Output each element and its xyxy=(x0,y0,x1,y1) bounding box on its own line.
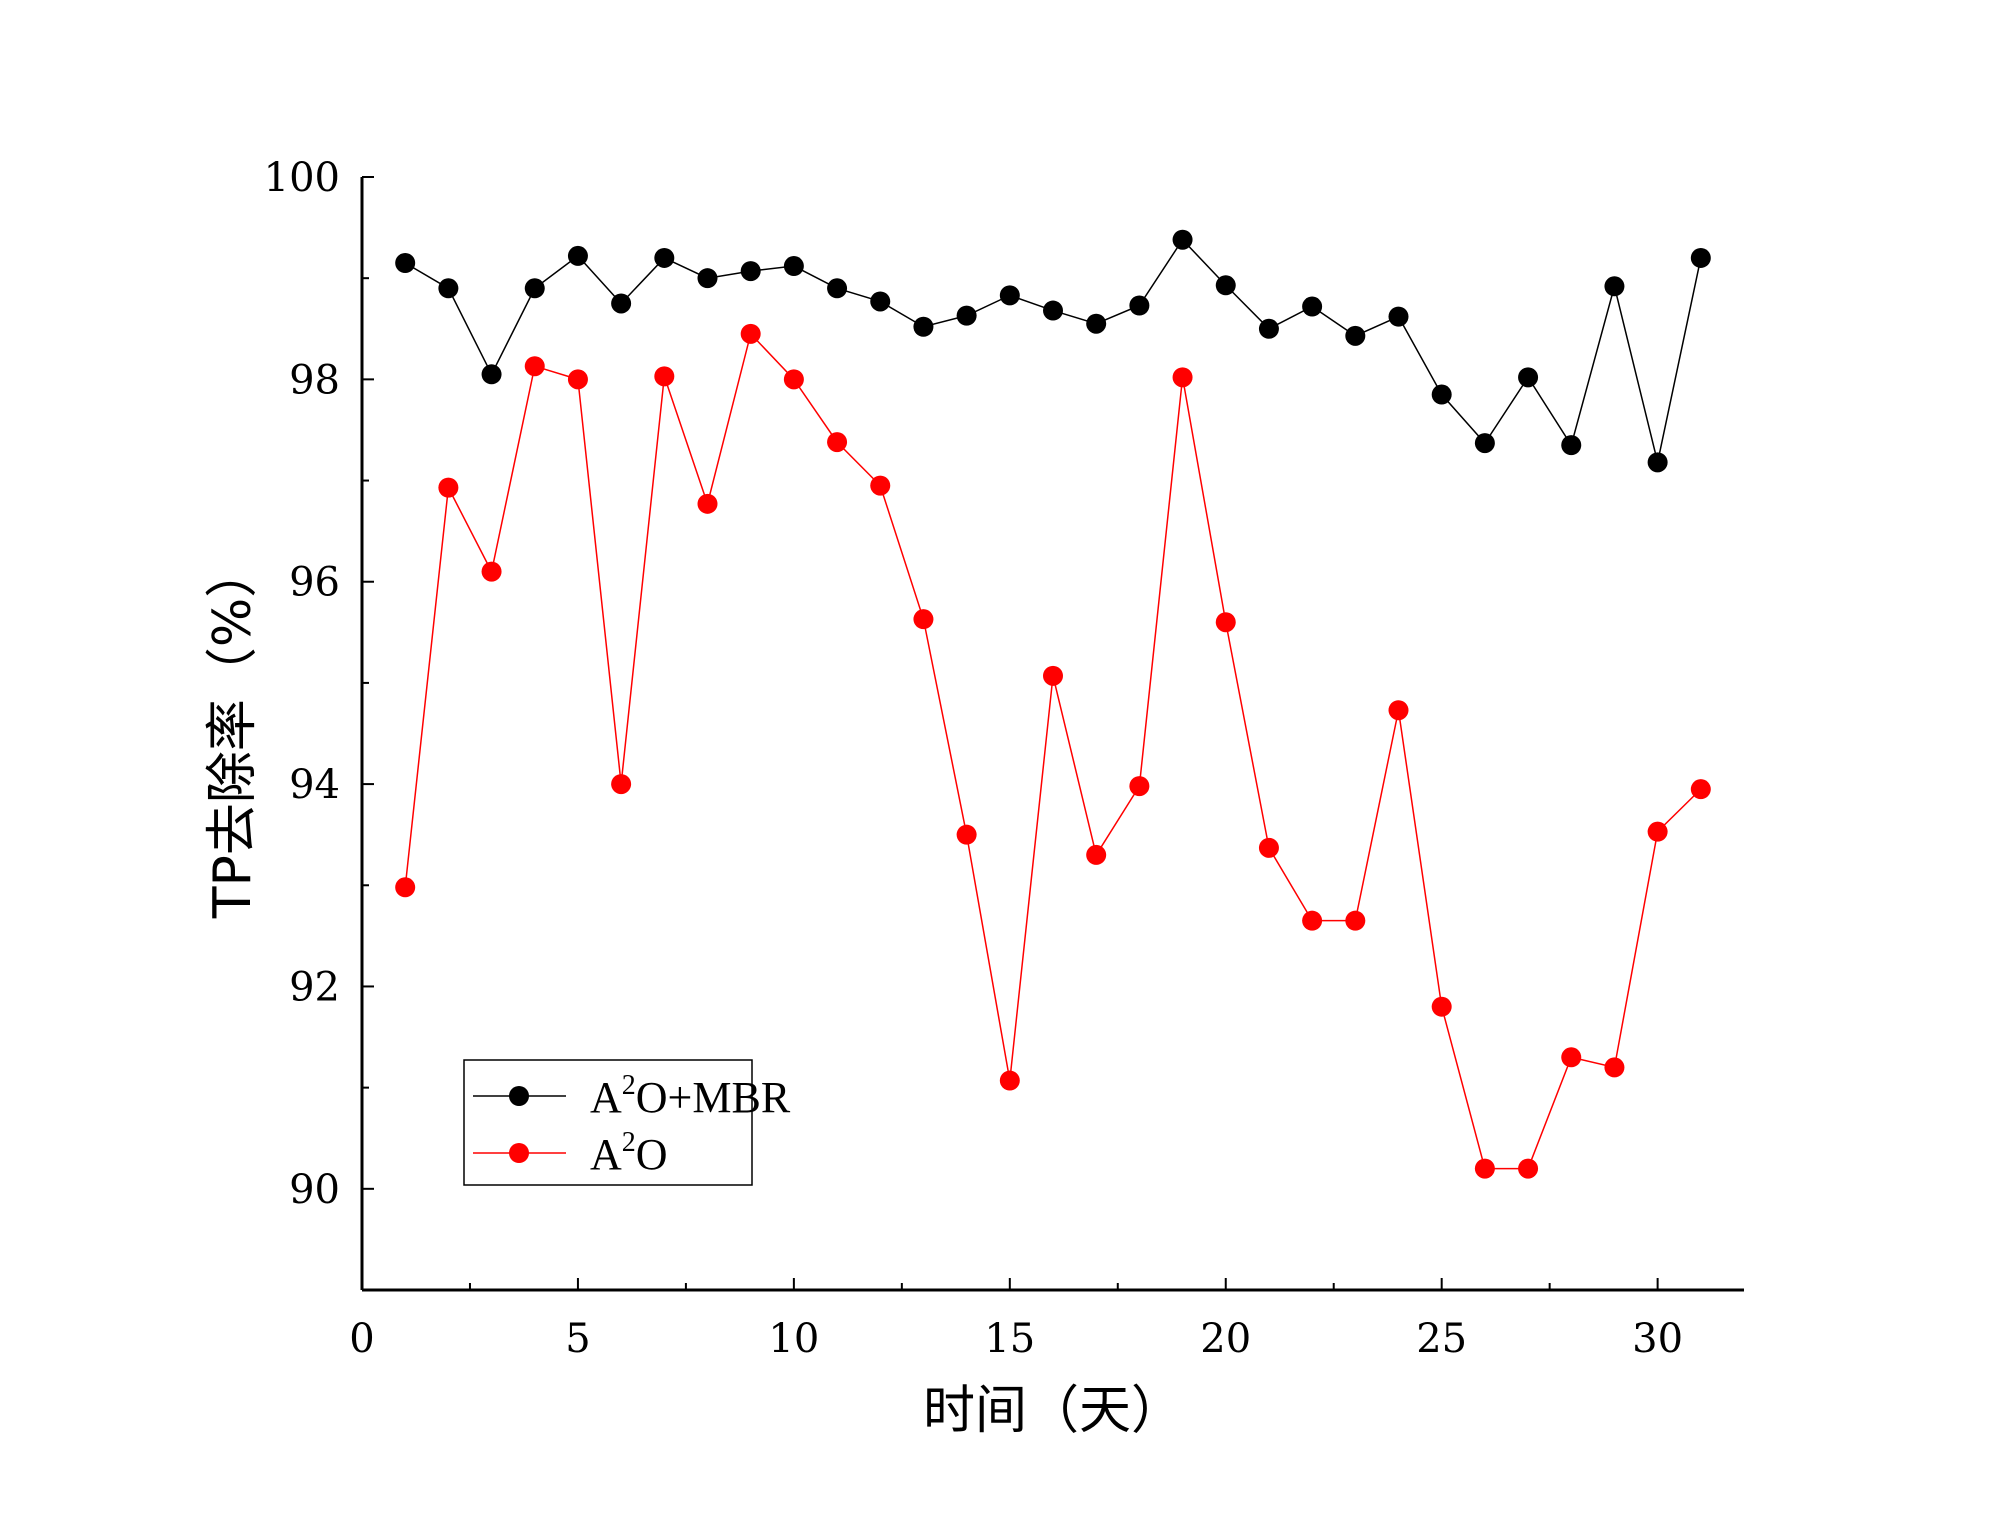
y-tick-label: 96 xyxy=(289,560,340,606)
series-1-point xyxy=(1043,300,1063,321)
series-1-point xyxy=(1604,276,1625,297)
x-tick-label: 15 xyxy=(984,1316,1035,1362)
series-1-point xyxy=(567,245,588,266)
series-1-point xyxy=(395,253,416,274)
series-2-point xyxy=(1388,700,1409,721)
series-2-point xyxy=(1561,1047,1582,1068)
legend-label-series-1-rest: O+MBR xyxy=(636,1073,791,1122)
legend-box xyxy=(463,1059,753,1186)
series-2-point xyxy=(913,609,934,630)
series-1-point xyxy=(438,278,459,299)
series-2-point xyxy=(1129,776,1150,797)
series-2-point xyxy=(567,369,588,390)
series-2-point xyxy=(481,561,502,582)
series-1-line xyxy=(404,238,1702,463)
series-2-point xyxy=(697,493,718,514)
series-1-point xyxy=(913,316,934,337)
series-1-point xyxy=(1302,296,1323,317)
series-2-point xyxy=(1258,837,1279,858)
legend-label-series-1-base: A xyxy=(590,1073,622,1122)
series-2-point xyxy=(1690,779,1711,800)
series-2-point xyxy=(1086,844,1107,865)
series-points xyxy=(395,229,1711,1179)
series-1-point xyxy=(1474,433,1495,454)
legend-label-series-2-base: A xyxy=(590,1130,622,1179)
x-axis-title: 时间（天） xyxy=(923,1381,1183,1441)
series-1-point xyxy=(827,278,848,299)
series-1-point xyxy=(956,305,977,326)
series-1-point xyxy=(697,268,718,289)
series-2-point xyxy=(870,475,891,496)
axes xyxy=(360,177,1744,1292)
legend-label-series-2: A2O xyxy=(590,1127,668,1179)
series-1-point xyxy=(1258,318,1279,339)
series-1-point xyxy=(524,278,545,299)
legend-label-series-1: A2O+MBR xyxy=(590,1070,791,1122)
x-tick-label: 25 xyxy=(1416,1316,1467,1362)
legend: A2O+MBR A2O xyxy=(463,1059,791,1186)
series-1-point xyxy=(654,247,675,268)
y-tick-label: 94 xyxy=(289,762,340,808)
series-1-point xyxy=(783,256,804,277)
series-1-point xyxy=(870,291,891,312)
series-2-point xyxy=(395,877,416,898)
series-1-point xyxy=(1431,384,1452,405)
y-tick-label: 98 xyxy=(289,357,340,403)
series-2-point xyxy=(999,1070,1020,1091)
series-2-point xyxy=(1431,996,1452,1017)
series-2-point xyxy=(1302,910,1323,931)
series-1-point xyxy=(1345,325,1366,346)
x-tick-label: 10 xyxy=(768,1316,819,1362)
series-2-point xyxy=(1604,1057,1625,1078)
series-2-point xyxy=(956,824,977,845)
series-2-point xyxy=(654,366,675,387)
series-lines xyxy=(404,238,1702,1170)
series-2-point xyxy=(740,323,761,344)
series-2-point xyxy=(783,369,804,390)
legend-label-series-1-sup: 2 xyxy=(622,1070,636,1101)
legend-label-series-2-sup: 2 xyxy=(622,1127,636,1158)
y-tick-label: 92 xyxy=(289,964,340,1010)
series-1-point xyxy=(1647,452,1668,473)
ticks: 0 5 10 15 20 25 30 90 92 94 96 98 100 xyxy=(264,155,1683,1362)
series-1-point xyxy=(1518,367,1539,388)
series-1-point xyxy=(1172,229,1193,250)
series-2-point xyxy=(611,774,632,795)
series-2-point xyxy=(1043,665,1063,686)
series-2-point xyxy=(1215,612,1236,633)
series-2-point xyxy=(438,477,459,498)
legend-label-series-2-rest: O xyxy=(636,1130,668,1179)
series-1-point xyxy=(1690,247,1711,268)
series-2-point xyxy=(1345,910,1366,931)
series-1-point xyxy=(1086,313,1107,334)
y-tick-label: 100 xyxy=(264,155,340,201)
series-2-point xyxy=(1647,821,1668,842)
series-1-point xyxy=(611,293,632,314)
series-1-point xyxy=(740,261,761,282)
series-2-point xyxy=(524,356,545,377)
legend-marker-series-1 xyxy=(509,1086,529,1106)
y-tick-label: 90 xyxy=(289,1167,340,1213)
series-2-line xyxy=(404,332,1702,1170)
series-2-point xyxy=(827,432,848,453)
x-tick-label: 30 xyxy=(1632,1316,1683,1362)
series-1-point xyxy=(481,364,502,385)
y-axis-title: TP去除率（%） xyxy=(203,546,263,920)
series-2-point xyxy=(1474,1158,1495,1179)
series-1-point xyxy=(999,285,1020,306)
x-tick-label: 0 xyxy=(349,1316,374,1362)
series-1-point xyxy=(1215,275,1236,296)
x-tick-label: 20 xyxy=(1200,1316,1251,1362)
x-tick-label: 5 xyxy=(565,1316,590,1362)
series-1-point xyxy=(1388,306,1409,327)
series-1-point xyxy=(1129,295,1150,316)
series-2-point xyxy=(1172,367,1193,388)
series-2-point xyxy=(1518,1158,1539,1179)
series-1-point xyxy=(1561,435,1582,456)
legend-marker-series-2 xyxy=(509,1143,529,1163)
